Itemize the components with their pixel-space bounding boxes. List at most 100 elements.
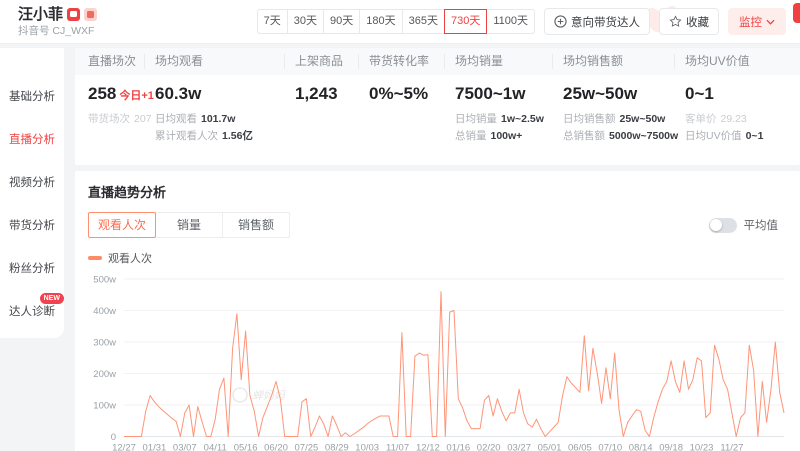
stat-sub-item: 日均销售额 25w~50w — [563, 113, 666, 125]
svg-text:0: 0 — [111, 432, 116, 443]
sidebar-item-label: 视频分析 — [9, 176, 55, 189]
svg-text:04/11: 04/11 — [204, 443, 227, 451]
kol-header: 汪小菲 抖音号 CJ_WXF — [18, 5, 98, 37]
range-button-730天[interactable]: 730天 — [443, 9, 488, 34]
sidebar-item-label: 粉丝分析 — [9, 262, 55, 275]
sidebar-item-粉丝分析[interactable]: 粉丝分析 — [0, 246, 64, 289]
svg-text:06/05: 06/05 — [568, 443, 592, 451]
views-trend-line-chart: 500w 400w 300w 200w 100w 012/27 01/31 03/07 04/1… — [93, 275, 785, 451]
stat-label: 场均销量 — [455, 48, 563, 75]
svg-text:07/25: 07/25 — [295, 443, 319, 451]
range-button-180天[interactable]: 180天 — [359, 9, 403, 34]
svg-text:12/12: 12/12 — [416, 443, 440, 451]
svg-text:200w: 200w — [93, 369, 116, 380]
stat-value: 25w~50w — [563, 84, 638, 103]
svg-text:500w: 500w — [93, 275, 116, 286]
stats-value-row: 258 今日+1 60.3w 1,243 0%~5% 7500~1w 25w~50w 0~1 — [75, 84, 800, 104]
svg-text:08/29: 08/29 — [325, 443, 349, 451]
sidebar-item-label: 直播分析 — [9, 133, 55, 146]
trend-metric-tabs: 观看人次 销量 销售额 — [88, 212, 290, 238]
plus-circle-icon — [554, 15, 567, 28]
legend-line-swatch — [88, 256, 102, 260]
stat-label: 场均销售额 — [563, 48, 685, 75]
new-badge: NEW — [39, 293, 64, 304]
monitor-label: 监控 — [739, 16, 762, 29]
legend-series-label: 观看人次 — [108, 253, 152, 265]
trend-section-title: 直播趋势分析 — [88, 185, 167, 200]
intent-promote-button[interactable]: 意向带货达人 — [544, 8, 650, 35]
stat-value: 0%~5% — [369, 84, 429, 103]
stat-value: 0~1 — [685, 84, 714, 103]
svg-text:08/14: 08/14 — [629, 443, 653, 451]
svg-text:03/07: 03/07 — [173, 443, 197, 451]
svg-text:10/03: 10/03 — [355, 443, 379, 451]
trend-tab-销售额[interactable]: 销售额 — [222, 212, 290, 238]
edge-floating-tab[interactable] — [793, 3, 800, 23]
stat-sub-list — [369, 111, 455, 145]
trend-tab-观看人次[interactable]: 观看人次 — [88, 212, 156, 238]
stat-label: 场均UV价值 — [685, 54, 750, 68]
top-bar: 汪小菲 抖音号 CJ_WXF 7天 30天 90天 180天 365天 730天 1100天… — [0, 0, 800, 44]
kol-name: 汪小菲 — [18, 5, 64, 23]
svg-text:07/10: 07/10 — [598, 443, 622, 451]
brand-badge-icon — [84, 7, 98, 21]
stats-label-row: 直播场次 场均观看 上架商品 带货转化率 场均销量 场均销售额 场均UV价值 — [75, 48, 800, 75]
stat-sub-list: 日均销售额 25w~50w 总销售额 5000w~7500w — [563, 111, 685, 145]
svg-text:03/27: 03/27 — [507, 443, 531, 451]
svg-text:05/01: 05/01 — [538, 443, 562, 451]
verified-badge-icon — [67, 7, 81, 21]
trend-chart-area: 500w 400w 300w 200w 100w 0 12/27 01/31 03/07 04/1… — [88, 269, 788, 451]
sidebar-item-label: 基础分析 — [9, 90, 55, 103]
range-button-365天[interactable]: 365天 — [401, 9, 445, 34]
range-button-1100天[interactable]: 1100天 — [486, 9, 535, 34]
svg-text:300w: 300w — [93, 338, 116, 349]
chevron-down-icon — [766, 19, 775, 25]
stat-value: 258 今日+1 — [88, 84, 154, 103]
stats-overview-card: 直播场次 场均观看 上架商品 带货转化率 场均销量 场均销售额 场均UV价值 258 今日+1… — [75, 48, 800, 165]
sidebar-nav: 基础分析直播分析视频分析带货分析粉丝分析达人诊断 NEW — [0, 48, 64, 338]
sidebar-item-带货分析[interactable]: 带货分析 — [0, 203, 64, 246]
sidebar-item-视频分析[interactable]: 视频分析 — [0, 160, 64, 203]
svg-text:05/16: 05/16 — [234, 443, 258, 451]
favorite-label: 收藏 — [686, 16, 709, 29]
average-toggle[interactable] — [708, 217, 737, 233]
stat-label: 直播场次 — [88, 48, 155, 75]
stat-value: 7500~1w — [455, 84, 526, 103]
svg-text:01/16: 01/16 — [446, 443, 470, 451]
stat-value: 1,243 — [295, 84, 338, 103]
stat-sub-list: 客单价 29.23 日均UV价值 0~1 — [685, 111, 795, 145]
stat-label: 上架商品 — [295, 48, 369, 75]
sidebar-item-直播分析[interactable]: 直播分析 — [0, 117, 64, 160]
stat-sub-item: 总销售额 5000w~7500w — [563, 130, 679, 142]
svg-text:01/31: 01/31 — [143, 443, 167, 451]
range-button-7天[interactable]: 7天 — [256, 9, 288, 34]
range-button-30天[interactable]: 30天 — [286, 9, 325, 34]
stat-today-tag: 今日+1 — [119, 90, 154, 102]
favorite-button[interactable]: 收藏 — [659, 8, 719, 35]
douyin-account-id: 抖音号 CJ_WXF — [18, 24, 95, 37]
svg-text:12/27: 12/27 — [112, 443, 136, 451]
trend-tab-销量[interactable]: 销量 — [155, 212, 223, 238]
sidebar-item-基础分析[interactable]: 基础分析 — [0, 74, 64, 117]
svg-text:蝉妈妈: 蝉妈妈 — [252, 389, 286, 402]
live-trend-card: 直播趋势分析 观看人次 销量 销售额 平均值 观看人次 500w 400w 300w 20… — [75, 171, 800, 451]
svg-text:400w: 400w — [93, 306, 116, 317]
sidebar-item-label: 带货分析 — [9, 219, 55, 232]
stat-sub-item: 总销量 100w+ — [455, 130, 523, 142]
stat-sub-item: 日均观看 101.7w — [155, 113, 236, 125]
intent-promote-label: 意向带货达人 — [571, 16, 640, 29]
svg-text:09/18: 09/18 — [659, 443, 683, 451]
sidebar-item-label: 达人诊断 — [9, 305, 55, 318]
range-button-90天[interactable]: 90天 — [323, 9, 361, 34]
stat-sub-list: 日均观看 101.7w 累计观看人次 1.56亿 — [155, 111, 295, 145]
stat-sub-item: 带货场次 207 — [88, 113, 152, 125]
stat-sub-item: 累计观看人次 1.56亿 — [155, 130, 253, 142]
svg-text:100w: 100w — [93, 401, 116, 412]
svg-text:11/27: 11/27 — [720, 443, 743, 451]
stat-label: 场均观看 — [155, 48, 295, 75]
stat-sub-item: 日均销量 1w~2.5w — [455, 113, 544, 125]
sidebar-item-达人诊断[interactable]: 达人诊断 NEW — [0, 289, 64, 332]
stat-sub-item: 客单价 29.23 — [685, 113, 747, 125]
stat-label: 带货转化率 — [369, 48, 455, 75]
monitor-button[interactable]: 监控 — [728, 8, 786, 35]
